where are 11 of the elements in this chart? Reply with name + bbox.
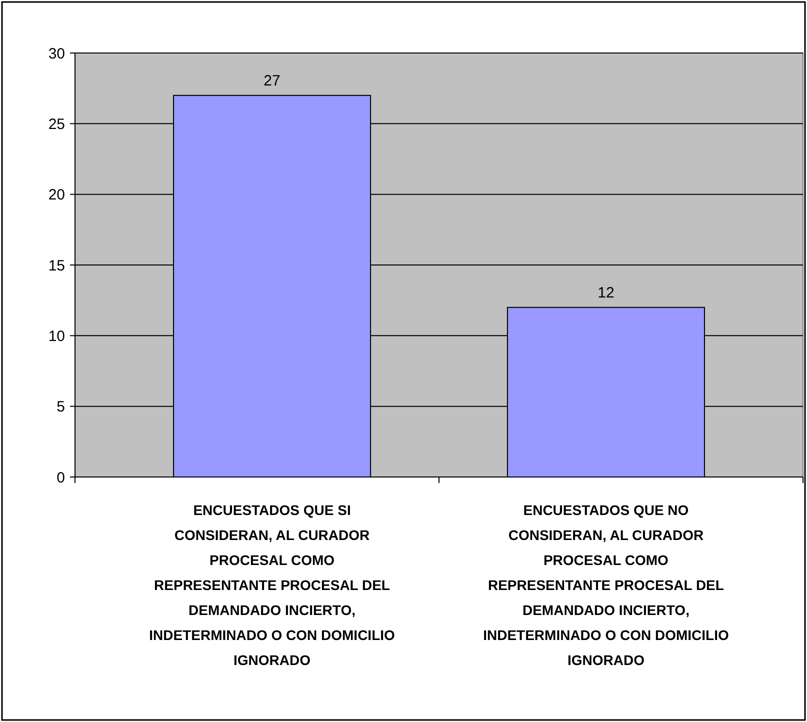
y-tick-label: 20 [48,186,65,204]
y-tick-label: 25 [48,116,65,133]
x-tick-label: ENCUESTADOS QUE SI CONSIDERAN, AL CURADOR PROCESAL COMO REPRESENTANTE PROCESAL DEL DEMANDADO INCIERTO, INDETERMINADO O CON DOMICILIO IGNORADO [149,502,396,668]
x-tick-label: ENCUESTADOS QUE NO CONSIDERAN, AL CURADOR PROCESAL COMO REPRESENTANTE PROCESAL DEL DEMANDADO INCIERTO, INDETERMINADO O CON DOMICILIO IGNORADO [483,502,729,668]
y-tick-label: 30 [48,45,65,62]
y-tick-label: 15 [48,257,65,274]
y-tick-label: 10 [48,328,65,345]
y-tick-label: 0 [56,469,65,486]
y-tick-label: 5 [56,398,65,416]
data-label: 27 [264,72,280,90]
data-label: 12 [598,284,614,302]
